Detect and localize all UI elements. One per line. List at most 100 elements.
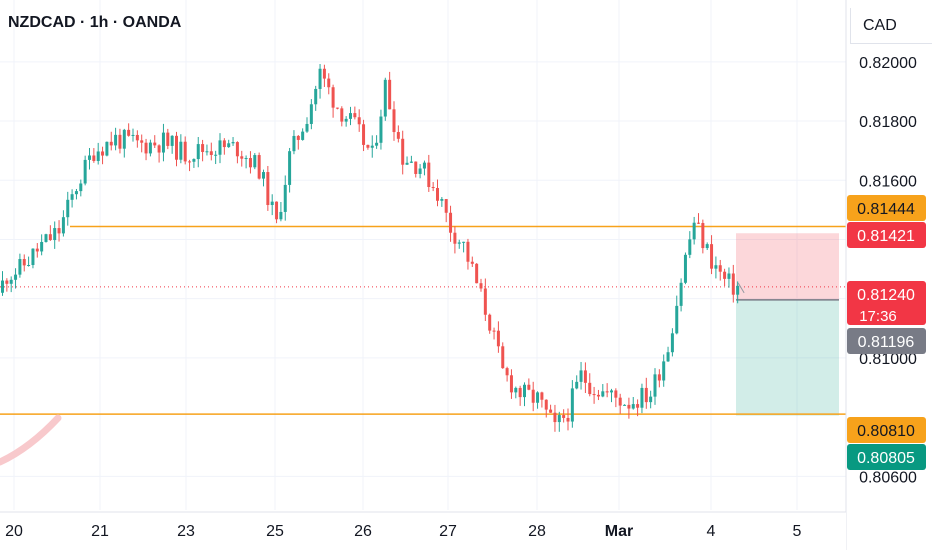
candle-body [375, 142, 379, 146]
candle-body [257, 155, 261, 179]
candle-body [179, 141, 183, 160]
candle-body [88, 155, 91, 160]
price-label-box [847, 417, 926, 443]
candle [131, 128, 135, 142]
candle-body [288, 151, 292, 185]
candle-body [31, 248, 35, 266]
candle [640, 383, 644, 414]
candle-body [170, 135, 174, 146]
candle-body [449, 212, 453, 233]
candle-body [101, 151, 105, 156]
candle-body [266, 172, 270, 206]
candle-body [366, 144, 370, 148]
candle [710, 235, 714, 275]
candle-body [83, 159, 87, 184]
candle-body [175, 135, 178, 160]
candle [35, 243, 39, 258]
horizontal-levels [0, 225, 846, 415]
candle-body [618, 397, 622, 406]
candle [605, 383, 609, 398]
time-axis[interactable]: 20 21 23 25 26 27 28 Mar 4 5 [0, 511, 846, 550]
candle-body [636, 404, 640, 408]
candle-body [422, 162, 426, 169]
candle [470, 256, 474, 267]
candle [653, 368, 657, 405]
candle-body [675, 305, 679, 334]
candle-body [370, 145, 374, 148]
candle-body [209, 151, 213, 155]
candle [618, 393, 622, 414]
candle [592, 386, 596, 404]
candle [314, 85, 318, 111]
candle [496, 321, 500, 353]
candle-body [610, 390, 613, 393]
candle-body [409, 161, 413, 163]
candle [127, 123, 131, 137]
candle-body [240, 156, 244, 159]
candle [96, 142, 100, 165]
candle-body [153, 142, 157, 146]
candle [675, 295, 679, 335]
candle-body [392, 109, 396, 133]
price-label-box [847, 195, 926, 221]
candle [218, 133, 222, 164]
candle [266, 165, 270, 211]
x-tick-label: 20 [5, 523, 23, 540]
target-zone [736, 299, 839, 416]
candle-body [688, 239, 692, 255]
candle-body [631, 404, 635, 409]
candle [683, 252, 687, 285]
candle [492, 327, 496, 340]
candle-body [70, 194, 74, 200]
y-tick-label: 0.80600 [859, 469, 917, 486]
candle-body [305, 123, 309, 132]
candle [183, 136, 187, 165]
candle [92, 148, 96, 163]
candle-body [188, 161, 192, 163]
candle [370, 135, 374, 158]
candle [209, 142, 213, 161]
candle [257, 152, 261, 180]
candle-body [492, 330, 496, 332]
candle [636, 399, 640, 417]
candle [205, 144, 209, 156]
candle-body [488, 314, 492, 331]
candle-body [18, 259, 22, 275]
price-label-box [847, 281, 926, 325]
candle [688, 231, 692, 259]
candle-body [562, 415, 566, 418]
candle [736, 281, 740, 304]
candle-body [353, 113, 357, 118]
candle-body [331, 87, 335, 108]
candle-body [736, 285, 740, 295]
candle [283, 175, 287, 221]
candle-body [401, 138, 405, 165]
currency-button[interactable]: CAD [850, 8, 932, 44]
candle-body [144, 142, 148, 154]
candle-body [218, 140, 222, 155]
candle [140, 134, 144, 153]
grid-lines [0, 0, 846, 510]
candle [388, 71, 392, 110]
price-label-text: 0.81444 [857, 201, 915, 218]
candle-body [514, 387, 518, 393]
candle [431, 182, 435, 192]
candle-body [549, 409, 553, 413]
candle [553, 404, 557, 432]
candle [531, 381, 535, 412]
candle-body [335, 107, 339, 109]
candle [401, 130, 405, 175]
candle-body [309, 104, 313, 124]
candle [518, 385, 522, 406]
candle [83, 155, 87, 186]
candle [575, 375, 579, 390]
candle [244, 155, 248, 169]
candle-body [505, 368, 509, 376]
candle-body [40, 241, 44, 252]
candle [627, 397, 631, 419]
candle-body [414, 161, 418, 174]
candle-body [262, 172, 265, 179]
candle-body [157, 145, 161, 153]
candle [118, 128, 122, 154]
